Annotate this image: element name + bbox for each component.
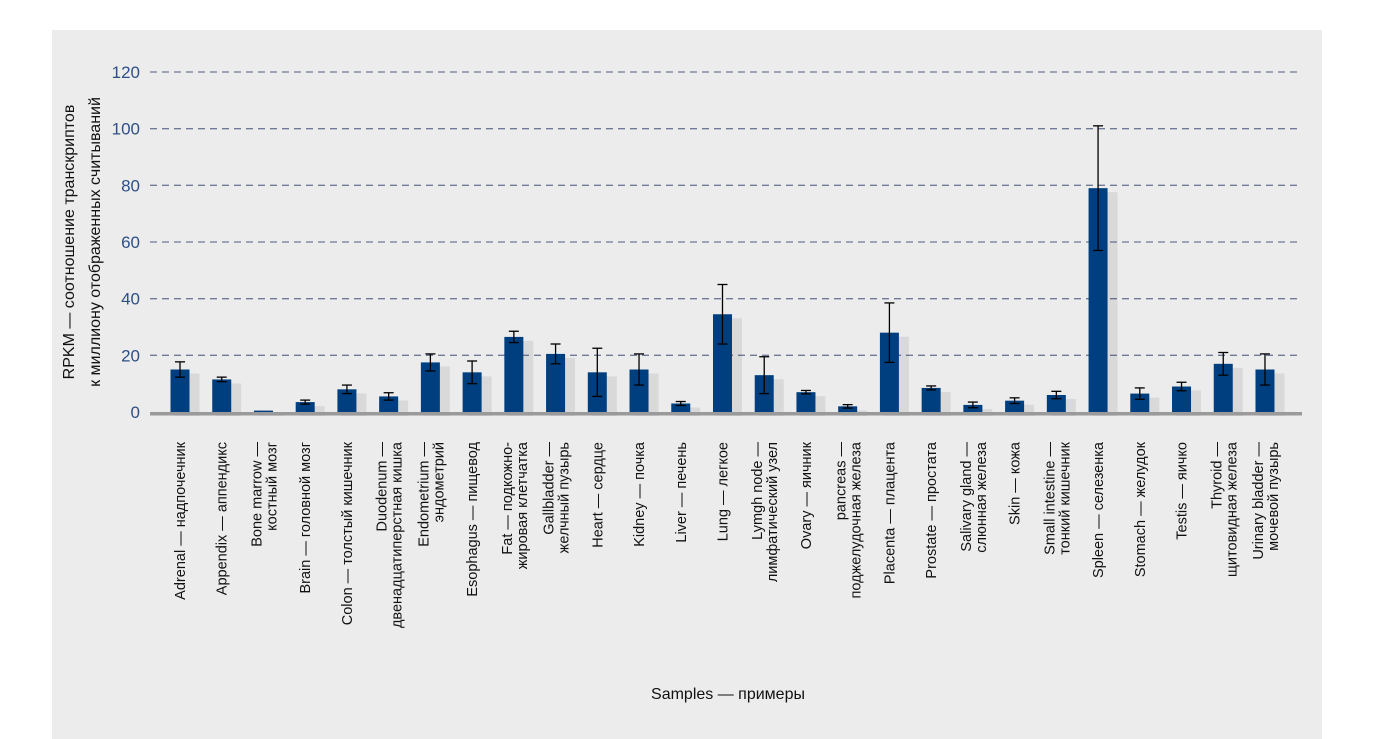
x-tick-label: лимфатический узел (765, 442, 781, 582)
bar (879, 332, 899, 412)
bar (420, 362, 440, 412)
bar (546, 353, 566, 412)
x-tick-label: Gallbladder — (542, 442, 558, 535)
x-tick-label: Small intestine — (1042, 442, 1058, 555)
x-tick-label: слюнная железа (974, 441, 990, 553)
x-tick-label: Fat — подкожно- (500, 442, 516, 555)
x-axis-title: Samples — примеры (651, 686, 805, 703)
y-axis-title: RPKM — соотношение транскриптов (61, 105, 78, 380)
x-tick-label: Esophagus — пищевод (465, 441, 481, 596)
x-tick-label: костный мозг (264, 442, 280, 531)
bar (921, 387, 941, 412)
bar (295, 402, 315, 412)
x-tick-label: Colon — толстый кишечник (340, 441, 356, 625)
x-tick-label: Heart — сердце (590, 442, 606, 548)
x-tick-label: Kidney — почка (632, 441, 648, 547)
bar (629, 369, 649, 412)
x-tick-label: pancreas — (834, 442, 850, 521)
y-tick-label: 60 (121, 233, 140, 252)
x-tick-label: желчный пузырь (557, 442, 573, 553)
bar (838, 406, 858, 412)
x-tick-label: Lymgh node — (750, 442, 766, 540)
x-tick-label: двенадцатиперстная кишка (390, 441, 406, 628)
y-tick-label: 120 (112, 63, 140, 82)
bar (671, 403, 691, 412)
x-tick-label: щитовидная железа (1224, 441, 1240, 577)
x-tick-label: Appendix — аппендикс (215, 442, 231, 595)
y-tick-label: 100 (112, 120, 140, 139)
bar (1213, 363, 1233, 412)
x-tick-label: Liver — печень (674, 442, 690, 543)
bar (253, 410, 273, 412)
x-tick-label: тонкий кишечник (1057, 441, 1073, 554)
x-tick-label: Spleen — селезенка (1091, 441, 1107, 578)
bar (963, 404, 983, 412)
y-tick-label: 40 (121, 290, 140, 309)
y-tick-label: 0 (131, 403, 140, 422)
bar (796, 392, 816, 412)
x-tick-label: Endometrium — (416, 442, 432, 547)
bar (504, 336, 524, 412)
y-tick-label: 20 (121, 346, 140, 365)
x-tick-label: поджелудочная железа (849, 441, 865, 598)
x-tick-label: Lung — легкое (715, 442, 731, 541)
x-tick-label: Bone marrow — (249, 442, 265, 547)
chart-panel (52, 30, 1322, 739)
x-tick-label: Ovary — яичник (799, 441, 815, 549)
bar (337, 389, 357, 412)
bar (712, 314, 732, 412)
bar (1172, 386, 1192, 412)
bar (1088, 188, 1108, 412)
x-tick-label: мочевой пузырь (1266, 442, 1282, 551)
x-tick-label: эндометрий (431, 442, 447, 522)
x-tick-label: Placenta — плацента (882, 441, 898, 584)
x-tick-label: Prostate — простата (924, 441, 940, 578)
bar (170, 369, 190, 412)
x-tick-label: Salivary gland — (959, 442, 975, 552)
x-tick-label: Brain — головной мозг (298, 442, 314, 594)
x-tick-label: Adrenal — надпочечник (173, 441, 189, 599)
x-tick-label: Stomach — желудок (1133, 441, 1149, 577)
x-tick-label: Skin — кожа (1008, 441, 1024, 525)
x-tick-label: Urinary bladder — (1251, 442, 1267, 560)
bar (462, 372, 482, 412)
x-tick-label: Thyroid — (1209, 442, 1225, 509)
x-tick-label: Testis — яичко (1175, 442, 1191, 540)
bar (1005, 400, 1025, 412)
bar (212, 379, 232, 412)
bar (1255, 369, 1275, 412)
bar (1130, 393, 1150, 412)
x-tick-label: жировая клетчатка (515, 441, 531, 569)
x-axis-line (150, 412, 1302, 416)
x-tick-label: Duodenum — (375, 442, 391, 532)
y-axis-title: к миллиону отображенных считываний (87, 97, 104, 387)
y-tick-label: 80 (121, 176, 140, 195)
